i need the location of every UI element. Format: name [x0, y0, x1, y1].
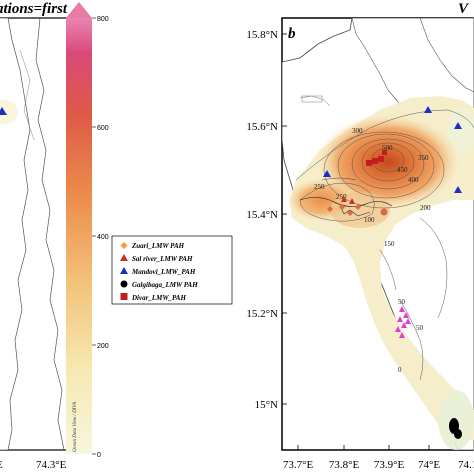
legend: Zuari_LMW PAH Sal river_LMW PAH Mandovi_…	[111, 235, 233, 305]
x-tick-73-7: 73.7°E	[283, 459, 314, 471]
y-axis-ticks	[282, 33, 287, 405]
left-map-content	[0, 18, 65, 450]
divar-stations	[366, 150, 387, 166]
contour-label: 450	[397, 166, 408, 174]
legend-item-galgibaga: Galgibaga_LMW PAH	[120, 280, 198, 289]
colorbar-ramp	[66, 18, 92, 454]
legend-item-zuari: Zuari_LMW PAH	[120, 242, 185, 250]
right-map-panel: V	[246, 1, 474, 471]
contour-label: 150	[384, 240, 395, 248]
legend-item-divar: Divar_LMW_PAH	[120, 293, 186, 302]
x-axis-ticks	[297, 445, 430, 450]
y-tick-15-6: 15.6°N	[246, 121, 278, 133]
contour-label: 250	[336, 193, 347, 201]
triangle-marker-icon	[120, 267, 128, 274]
contour-label: 350	[418, 154, 429, 162]
contour-label: 0	[398, 366, 402, 374]
contour-label: 250	[314, 183, 325, 191]
colorbar: 800 600 400 200 0 Ocean Data View / DIVA	[66, 2, 109, 459]
left-station-marker	[0, 107, 7, 115]
contour-label: 200	[420, 204, 431, 212]
mandovi-stations	[323, 106, 462, 193]
contour-label: 400	[408, 176, 419, 184]
colorbar-tick-800: 800	[97, 16, 109, 23]
contour-lines	[295, 109, 474, 381]
odv-watermark: Ocean Data View / DIVA	[73, 401, 78, 452]
circle-marker-icon	[120, 280, 128, 288]
x-tick-74-1: 74.1°E	[458, 459, 474, 471]
svg-text:Mandovi_LMW_PAH: Mandovi_LMW_PAH	[131, 268, 196, 276]
svg-text:Divar_LMW_PAH: Divar_LMW_PAH	[131, 294, 186, 302]
legend-item-sal-river: Sal river_LMW PAH	[120, 254, 193, 263]
y-tick-15-4: 15.4°N	[246, 209, 278, 221]
contour-label: 300	[352, 127, 363, 135]
y-tick-15-2: 15.2°N	[246, 308, 278, 320]
contour-label: 500	[382, 144, 393, 152]
x-tick-74: 74°E	[418, 459, 440, 471]
panel-letter-b: b	[288, 26, 296, 42]
svg-text:Galgibaga_LMW PAH: Galgibaga_LMW PAH	[132, 281, 198, 289]
x-tick-73-9: 73.9°E	[374, 459, 405, 471]
colorbar-arrow	[66, 2, 92, 18]
left-x-tick-1: E	[0, 459, 3, 471]
left-map-panel: ations=first E 74.3°E	[0, 1, 70, 471]
y-tick-15-8: 15.8°N	[246, 29, 278, 41]
contour-label: 50	[416, 324, 424, 332]
right-panel-title: V	[458, 1, 470, 17]
galgibaga-stations	[449, 418, 462, 439]
triangle-marker-icon	[120, 254, 128, 261]
svg-text:Zuari_LMW PAH: Zuari_LMW PAH	[131, 242, 185, 250]
x-tick-73-8: 73.8°E	[329, 459, 360, 471]
colorbar-tick-400: 400	[97, 234, 109, 241]
square-marker-icon	[120, 293, 128, 300]
legend-item-mandovi: Mandovi_LMW_PAH	[120, 267, 196, 276]
left-panel-title: ations=first	[0, 1, 68, 17]
svg-text:Sal river_LMW PAH: Sal river_LMW PAH	[132, 255, 193, 263]
right-map-content: 500 450 400 350 300 250 200 150 100 50 2…	[282, 18, 474, 450]
colorbar-tick-600: 600	[97, 125, 109, 132]
colorbar-tick-200: 200	[97, 343, 109, 350]
contour-label: 50	[398, 298, 406, 306]
left-x-tick-2: 74.3°E	[36, 459, 67, 471]
colorbar-tick-0: 0	[97, 452, 101, 459]
magenta-station-cluster	[395, 306, 411, 338]
y-tick-15: 15°N	[255, 399, 278, 411]
sal-river-stations	[341, 196, 355, 204]
zuari-stations	[327, 204, 388, 216]
contour-label: 100	[364, 216, 375, 224]
diamond-marker-icon	[120, 242, 128, 249]
